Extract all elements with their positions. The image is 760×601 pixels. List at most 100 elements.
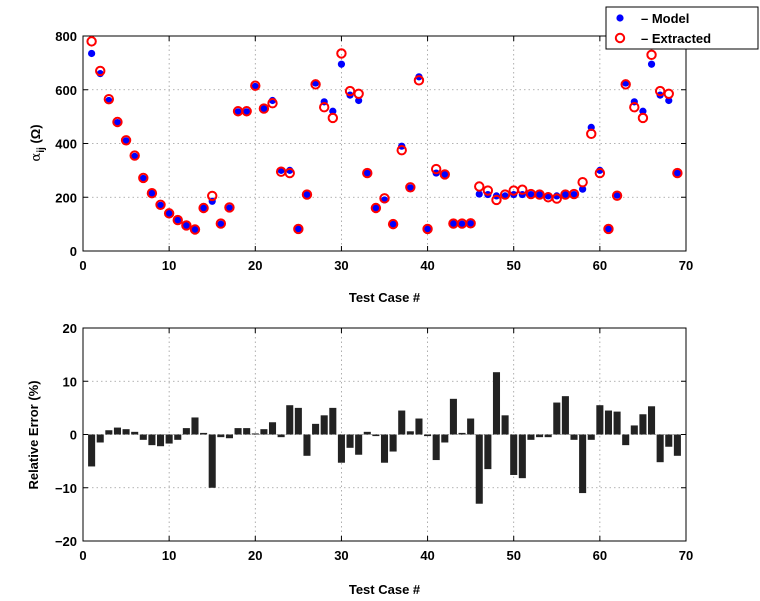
model-point <box>355 96 363 105</box>
error-bar <box>105 430 113 435</box>
error-bar <box>312 423 320 435</box>
bar-xtick-label: 0 <box>79 548 86 563</box>
error-bar <box>518 434 526 479</box>
extracted-point <box>284 167 295 179</box>
bar-xtick-label: 70 <box>679 548 693 563</box>
scatter-xtick-label: 50 <box>506 258 520 273</box>
error-bar <box>337 434 345 463</box>
error-bar <box>449 398 457 435</box>
extracted-point <box>439 169 450 180</box>
error-bar <box>346 434 354 448</box>
bar-xtick-label: 20 <box>248 548 262 563</box>
extracted-point <box>155 199 166 210</box>
extracted-point <box>146 188 158 199</box>
extracted-point <box>336 48 347 59</box>
model-point <box>174 216 182 224</box>
error-bar <box>88 434 96 467</box>
error-bar <box>380 434 389 463</box>
extracted-point <box>95 65 106 77</box>
model-point <box>200 204 208 212</box>
bar-marks <box>88 372 681 504</box>
error-bar <box>424 434 432 437</box>
error-bar <box>536 434 544 438</box>
error-bar <box>372 434 380 437</box>
bar-ytick-label: 0 <box>70 428 77 443</box>
error-bar <box>200 432 208 435</box>
error-bar <box>622 434 630 446</box>
scatter-xtick-label: 0 <box>79 258 86 273</box>
extracted-point <box>181 220 192 231</box>
model-point <box>329 107 337 115</box>
extracted-point <box>258 103 270 114</box>
model-point <box>148 189 156 197</box>
model-point <box>665 96 673 105</box>
error-bar <box>148 434 156 446</box>
extracted-point <box>310 79 321 90</box>
extracted-point <box>172 214 183 226</box>
extracted-point <box>465 218 476 229</box>
error-bar <box>467 418 475 435</box>
extracted-point <box>672 167 683 179</box>
error-bar <box>174 434 182 440</box>
error-bar <box>510 434 518 475</box>
extracted-point <box>474 181 485 192</box>
error-bar <box>570 434 578 440</box>
extracted-point <box>396 145 407 156</box>
error-bar <box>122 429 130 435</box>
error-bar <box>458 432 466 435</box>
extracted-point <box>215 218 227 229</box>
model-point <box>647 60 656 68</box>
model-point <box>303 190 311 199</box>
error-bar <box>398 410 406 435</box>
scatter-xtick-label: 60 <box>593 258 607 273</box>
error-bar <box>492 372 501 435</box>
model-point <box>113 118 122 127</box>
error-bar <box>355 434 363 455</box>
extracted-point <box>387 218 399 230</box>
bar-ytick-label: 20 <box>63 321 77 336</box>
error-bar <box>139 434 147 440</box>
model-point <box>441 170 449 179</box>
extracted-point <box>241 106 252 117</box>
extracted-point <box>129 150 140 161</box>
error-bar <box>527 434 535 440</box>
model-point <box>406 184 414 192</box>
legend-extracted-marker <box>614 32 626 44</box>
extracted-point <box>499 189 511 200</box>
error-bar <box>484 434 492 470</box>
scatter-ytick-label: 0 <box>70 244 77 259</box>
extracted-point <box>620 79 631 90</box>
bar-xlabel: Test Case # <box>349 582 421 597</box>
model-point <box>260 104 268 113</box>
bar-xtick-label: 30 <box>334 548 348 563</box>
scatter-xtick-label: 40 <box>420 258 434 273</box>
model-point <box>191 225 199 234</box>
scatter-ytick-label: 800 <box>55 29 77 44</box>
extracted-point <box>250 80 261 91</box>
error-bar <box>320 415 328 435</box>
error-bar <box>432 434 440 461</box>
model-point <box>613 191 621 199</box>
error-bar <box>656 434 664 463</box>
scatter-xtick-label: 10 <box>162 258 176 273</box>
extracted-point <box>112 116 123 128</box>
error-bar <box>234 428 242 435</box>
error-bar <box>243 428 251 435</box>
error-bar <box>363 431 371 435</box>
model-point <box>182 221 190 230</box>
scatter-xlabel: Test Case # <box>349 290 421 305</box>
model-point <box>165 209 173 217</box>
error-bar <box>639 414 647 435</box>
error-bar <box>648 406 656 435</box>
error-bar <box>277 434 285 438</box>
model-point <box>467 219 475 228</box>
error-bar <box>406 431 414 435</box>
scatter-xtick-label: 20 <box>248 258 262 273</box>
bar-ytick-label: 10 <box>63 374 77 389</box>
extracted-point <box>198 202 209 214</box>
error-bar <box>260 429 268 435</box>
extracted-point <box>319 102 330 113</box>
extracted-point <box>293 223 304 235</box>
extracted-point <box>362 167 373 179</box>
